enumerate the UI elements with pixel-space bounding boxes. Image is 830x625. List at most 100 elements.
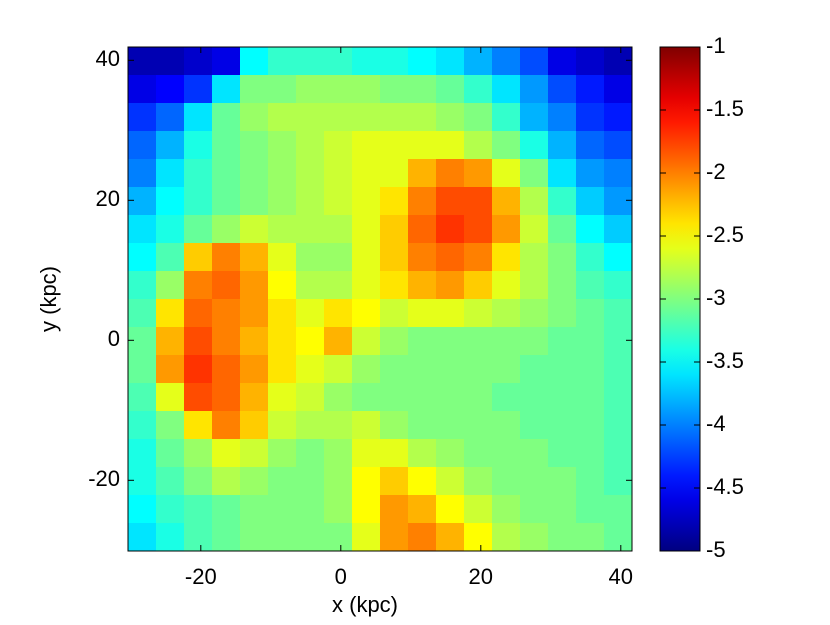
heatmap-cell <box>324 523 353 552</box>
heatmap-cell <box>436 467 465 496</box>
heatmap-cell <box>184 243 213 272</box>
heatmap-cell <box>268 187 297 216</box>
heatmap-cell <box>128 355 157 384</box>
heatmap-cell <box>436 439 465 468</box>
colorbar-tick-label: -5 <box>706 537 726 562</box>
heatmap-cell <box>604 271 633 300</box>
heatmap-cell <box>240 243 269 272</box>
heatmap-cell <box>436 495 465 524</box>
heatmap-cell <box>184 187 213 216</box>
heatmap-cell <box>184 159 213 188</box>
heatmap-cell <box>576 495 605 524</box>
heatmap-cell <box>156 495 185 524</box>
heatmap-cell <box>576 103 605 132</box>
heatmap-cell <box>436 411 465 440</box>
heatmap-cell <box>268 411 297 440</box>
heatmap-cell <box>268 467 297 496</box>
heatmap-cell <box>268 75 297 104</box>
heatmap-cell <box>296 495 325 524</box>
heatmap-cell <box>548 439 577 468</box>
heatmap-cell <box>604 327 633 356</box>
heatmap-cell <box>352 131 381 160</box>
colorbar <box>659 46 701 552</box>
heatmap-cell <box>520 271 549 300</box>
heatmap-cell <box>408 439 437 468</box>
heatmap-cell <box>268 439 297 468</box>
heatmap-cell <box>436 159 465 188</box>
heatmap-cell <box>156 47 185 76</box>
colorbar-tick-label: -4.5 <box>706 474 744 499</box>
heatmap-cell <box>240 271 269 300</box>
heatmap-cell <box>268 299 297 328</box>
axes-frame <box>127 46 633 552</box>
heatmap-cell <box>436 215 465 244</box>
heatmap-cell <box>352 243 381 272</box>
heatmap-cell <box>408 495 437 524</box>
colorbar-tick-label: -2.5 <box>706 222 744 247</box>
heatmap-cell <box>464 131 493 160</box>
heatmap-cell <box>548 75 577 104</box>
heatmap-cell <box>184 47 213 76</box>
heatmap-cell <box>520 187 549 216</box>
heatmap-cell <box>492 215 521 244</box>
heatmap-cell <box>296 383 325 412</box>
heatmap-cell <box>240 495 269 524</box>
heatmap-cell <box>268 523 297 552</box>
heatmap-cell <box>464 243 493 272</box>
heatmap-cell <box>520 523 549 552</box>
heatmap-cell <box>324 467 353 496</box>
heatmap-cell <box>576 327 605 356</box>
heatmap-cell <box>492 383 521 412</box>
heatmap-cell <box>604 411 633 440</box>
heatmap-cell <box>492 467 521 496</box>
heatmap-cell <box>380 355 409 384</box>
heatmap-cell <box>464 187 493 216</box>
heatmap-cell <box>604 131 633 160</box>
heatmap-cell <box>212 299 241 328</box>
heatmap-cell <box>604 355 633 384</box>
heatmap-cell <box>296 103 325 132</box>
heatmap-cell <box>380 131 409 160</box>
heatmap-cell <box>492 299 521 328</box>
heatmap-cell <box>212 383 241 412</box>
heatmap-cell <box>268 131 297 160</box>
heatmap-cell <box>128 411 157 440</box>
heatmap-cell <box>352 495 381 524</box>
heatmap-cell <box>240 439 269 468</box>
colorbar-tick-label: -4 <box>706 411 726 436</box>
heatmap-cell <box>520 439 549 468</box>
heatmap-cell <box>268 103 297 132</box>
heatmap-cell <box>380 187 409 216</box>
heatmap-cell <box>296 299 325 328</box>
heatmap-cell <box>380 439 409 468</box>
heatmap-cell <box>408 243 437 272</box>
heatmap-cell <box>604 243 633 272</box>
heatmap-cell <box>520 47 549 76</box>
heatmap-cell <box>380 467 409 496</box>
heatmap-cell <box>240 327 269 356</box>
heatmap-cell <box>352 439 381 468</box>
heatmap-cell <box>520 215 549 244</box>
heatmap-cell <box>464 523 493 552</box>
heatmap-cell <box>212 271 241 300</box>
heatmap-cell <box>604 215 633 244</box>
heatmap-cell <box>492 495 521 524</box>
heatmap-cell <box>128 495 157 524</box>
heatmap-cell <box>184 523 213 552</box>
heatmap-cell <box>436 47 465 76</box>
heatmap-cell <box>296 411 325 440</box>
heatmap-cell <box>576 299 605 328</box>
heatmap-cell <box>492 131 521 160</box>
heatmap-cell <box>324 47 353 76</box>
heatmap-cell <box>184 411 213 440</box>
heatmap-cell <box>380 271 409 300</box>
heatmap-cell <box>324 299 353 328</box>
heatmap-cell <box>212 355 241 384</box>
heatmap-cell <box>408 467 437 496</box>
heatmap-cell <box>296 131 325 160</box>
heatmap-cell <box>212 523 241 552</box>
x-tick-label: 20 <box>469 564 493 589</box>
heatmap-cell <box>576 523 605 552</box>
y-axis-label: y (kpc) <box>36 266 61 332</box>
